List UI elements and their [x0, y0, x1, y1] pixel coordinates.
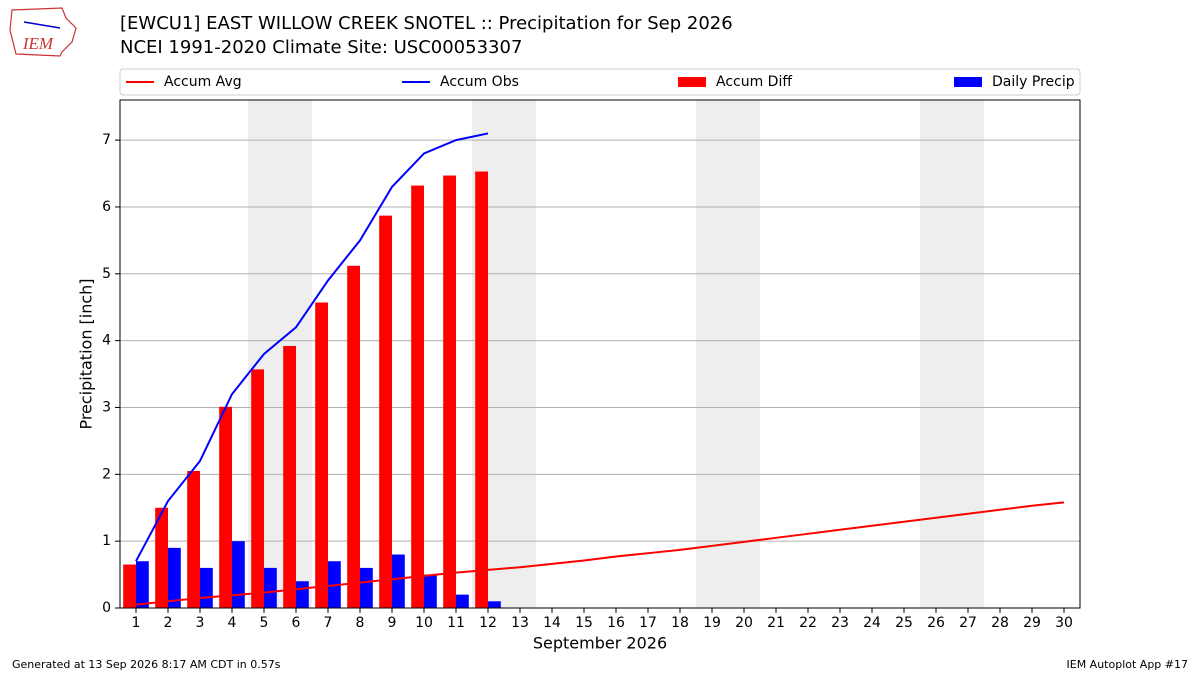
bar — [488, 601, 501, 608]
bar — [232, 541, 245, 608]
chart-title: [EWCU1] EAST WILLOW CREEK SNOTEL :: Prec… — [120, 13, 733, 34]
x-tick-label: 12 — [479, 615, 497, 631]
weekend-shade — [728, 100, 760, 608]
x-tick-label: 2 — [164, 615, 173, 631]
x-tick-label: 20 — [735, 615, 753, 631]
logo-outline — [9, 7, 77, 57]
line — [135, 501, 1065, 606]
legend-label: Accum Obs — [440, 74, 519, 90]
legend-box — [119, 68, 1081, 96]
weekend-shade — [952, 100, 984, 608]
legend-swatch — [954, 77, 982, 87]
y-tick-label: 0 — [102, 600, 111, 616]
logo-text: IEM — [22, 34, 54, 53]
weekend-shade — [504, 100, 536, 608]
legend-label: Daily Precip — [992, 74, 1075, 90]
logo-line — [23, 21, 61, 29]
line — [135, 132, 489, 562]
weekend-shade — [920, 100, 952, 608]
bar — [187, 470, 200, 608]
x-tick-label: 14 — [543, 615, 561, 631]
y-tick-label: 4 — [102, 333, 111, 349]
x-tick-label: 23 — [831, 615, 849, 631]
bar — [136, 561, 149, 608]
x-tick-label: 4 — [228, 615, 237, 631]
x-axis-label: September 2026 — [533, 634, 667, 653]
x-tick-label: 18 — [671, 615, 689, 631]
bar — [392, 554, 405, 608]
x-tick-label: 19 — [703, 615, 721, 631]
y-tick-label: 1 — [102, 533, 111, 549]
bar — [456, 594, 469, 608]
bar — [315, 302, 328, 608]
legend-swatch — [678, 77, 706, 87]
x-tick-label: 1 — [132, 615, 141, 631]
x-tick-label: 22 — [799, 615, 817, 631]
bar — [264, 567, 277, 608]
plot-frame — [119, 99, 1081, 609]
x-tick-label: 16 — [607, 615, 625, 631]
bar — [443, 175, 456, 608]
footer-left: Generated at 13 Sep 2026 8:17 AM CDT in … — [12, 658, 281, 671]
y-tick-label: 2 — [102, 466, 111, 482]
bar — [155, 507, 168, 608]
x-tick-label: 26 — [927, 615, 945, 631]
bar — [424, 574, 437, 608]
legend-label: Accum Avg — [164, 74, 242, 90]
bar — [123, 564, 136, 608]
x-tick-label: 21 — [767, 615, 785, 631]
bar — [347, 265, 360, 608]
footer-right: IEM Autoplot App #17 — [1067, 658, 1189, 671]
y-axis-label: Precipitation [inch] — [77, 278, 96, 429]
logo: IEM — [9, 7, 77, 57]
bar — [475, 171, 488, 608]
x-tick-label: 9 — [388, 615, 397, 631]
x-tick-label: 24 — [863, 615, 881, 631]
x-tick-label: 7 — [324, 615, 333, 631]
bar — [379, 215, 392, 608]
x-tick-label: 29 — [1023, 615, 1041, 631]
bar — [251, 369, 264, 608]
bar — [283, 345, 296, 608]
bar — [296, 581, 309, 608]
y-tick-label: 5 — [102, 266, 111, 282]
legend-label: Accum Diff — [716, 74, 792, 90]
chart-subtitle: NCEI 1991-2020 Climate Site: USC00053307 — [120, 37, 522, 58]
x-tick-label: 5 — [260, 615, 269, 631]
x-tick-label: 6 — [292, 615, 301, 631]
x-tick-label: 17 — [639, 615, 657, 631]
bar — [360, 567, 373, 608]
x-tick-label: 13 — [511, 615, 529, 631]
bar — [219, 406, 232, 608]
x-tick-label: 15 — [575, 615, 593, 631]
x-tick-label: 28 — [991, 615, 1009, 631]
x-tick-label: 25 — [895, 615, 913, 631]
bar — [168, 547, 181, 608]
x-tick-label: 11 — [447, 615, 465, 631]
x-tick-label: 27 — [959, 615, 977, 631]
weekend-shade — [696, 100, 728, 608]
x-tick-label: 3 — [196, 615, 205, 631]
y-tick-label: 3 — [102, 399, 111, 415]
x-tick-label: 8 — [356, 615, 365, 631]
y-tick-label: 7 — [102, 132, 111, 148]
bar — [200, 567, 213, 608]
x-tick-label: 30 — [1055, 615, 1073, 631]
y-tick-label: 6 — [102, 199, 111, 215]
bar — [411, 185, 424, 608]
x-tick-label: 10 — [415, 615, 433, 631]
